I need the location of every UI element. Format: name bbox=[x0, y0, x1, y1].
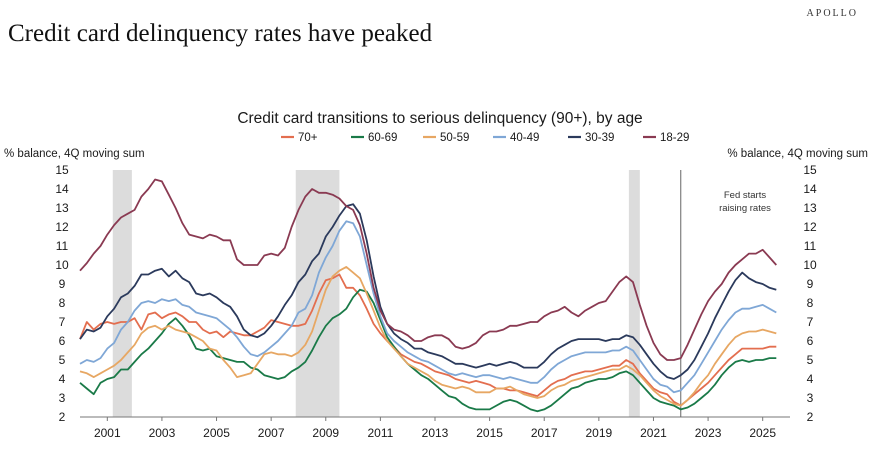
recession-band-1 bbox=[295, 170, 340, 417]
y-axis-label-right: % balance, 4Q moving sum bbox=[727, 148, 868, 160]
y-axis-label-left: % balance, 4Q moving sum bbox=[4, 148, 145, 160]
y-tick-right-9: 9 bbox=[807, 277, 814, 291]
x-tick-label-2007: 2007 bbox=[258, 426, 285, 440]
x-tick-label-2013: 2013 bbox=[422, 426, 449, 440]
x-tick-label-2003: 2003 bbox=[149, 426, 176, 440]
y-tick-left-9: 9 bbox=[59, 277, 66, 291]
recession-band-2 bbox=[628, 170, 640, 417]
chart-title: Credit card transitions to serious delin… bbox=[237, 110, 642, 127]
y-tick-right-7: 7 bbox=[807, 315, 814, 329]
y-tick-right-5: 5 bbox=[807, 353, 814, 367]
y-tick-left-6: 6 bbox=[59, 334, 66, 348]
y-tick-left-15: 15 bbox=[55, 163, 69, 177]
x-tick-label-2011: 2011 bbox=[367, 426, 393, 440]
legend-label-2: 50-59 bbox=[440, 132, 469, 144]
x-tick-label-2023: 2023 bbox=[695, 426, 722, 440]
legend-label-1: 60-69 bbox=[368, 132, 397, 144]
legend-label-3: 40-49 bbox=[510, 132, 539, 144]
y-tick-left-13: 13 bbox=[55, 201, 69, 215]
y-tick-right-3: 3 bbox=[807, 391, 814, 405]
y-tick-right-6: 6 bbox=[807, 334, 814, 348]
series-line-40-49 bbox=[79, 220, 777, 394]
series-line-50-59 bbox=[79, 266, 777, 407]
y-tick-right-13: 13 bbox=[803, 201, 817, 215]
brand-logo: APOLLO bbox=[806, 8, 858, 19]
chart-legend: 70+ 60-69 50-59 40-49 30-39 18-29 bbox=[281, 132, 689, 144]
series-lines bbox=[79, 178, 777, 413]
y-tick-left-3: 3 bbox=[59, 391, 66, 405]
x-axis: 2001 2003 2005 2007 2009 2011 2013 2015 2017 2019… bbox=[80, 416, 790, 440]
y-tick-left-11: 11 bbox=[56, 239, 69, 253]
x-tick-label-2019: 2019 bbox=[585, 426, 612, 440]
series-line-30-39 bbox=[79, 203, 777, 380]
y-tick-left-5: 5 bbox=[59, 353, 66, 367]
y-tick-right-14: 14 bbox=[803, 182, 817, 196]
legend-label-5: 18-29 bbox=[660, 132, 689, 144]
legend-label-4: 30-39 bbox=[585, 132, 614, 144]
legend-label-0: 70+ bbox=[298, 132, 318, 144]
x-tick-label-2001: 2001 bbox=[94, 426, 121, 440]
y-tick-left-10: 10 bbox=[55, 258, 69, 272]
x-tick-label-2021: 2021 bbox=[640, 426, 667, 440]
y-tick-right-10: 10 bbox=[803, 258, 817, 272]
y-tick-right-15: 15 bbox=[803, 163, 817, 177]
y-ticks-right: 2 3 4 5 6 7 8 9 10 11 12 13 14 15 bbox=[803, 163, 817, 424]
x-tick-label-2017: 2017 bbox=[531, 426, 558, 440]
series-line-70+ bbox=[79, 273, 777, 407]
y-tick-right-2: 2 bbox=[807, 410, 814, 424]
x-tick-label-2009: 2009 bbox=[312, 426, 339, 440]
y-tick-left-14: 14 bbox=[55, 182, 69, 196]
x-tick-label-2005: 2005 bbox=[203, 426, 230, 440]
series-line-18-29 bbox=[79, 178, 777, 361]
x-tick-label-2025: 2025 bbox=[749, 426, 776, 440]
fed-annotation: Fed starts raising rates bbox=[680, 170, 771, 417]
recession-band-0 bbox=[112, 170, 132, 417]
fed-annotation-text-2: raising rates bbox=[719, 203, 771, 214]
x-tick-label-2015: 2015 bbox=[476, 426, 503, 440]
page-headline: Credit card delinquency rates have peake… bbox=[8, 20, 433, 47]
y-tick-left-8: 8 bbox=[59, 296, 66, 310]
recession-bands bbox=[112, 170, 640, 417]
y-tick-left-12: 12 bbox=[55, 220, 69, 234]
fed-annotation-text-1: Fed starts bbox=[724, 190, 766, 201]
y-tick-left-4: 4 bbox=[59, 372, 66, 386]
y-tick-right-12: 12 bbox=[803, 220, 817, 234]
y-tick-right-8: 8 bbox=[807, 296, 814, 310]
y-tick-right-4: 4 bbox=[807, 372, 814, 386]
y-tick-left-2: 2 bbox=[59, 410, 66, 424]
y-tick-right-11: 11 bbox=[804, 239, 817, 253]
y-tick-left-7: 7 bbox=[59, 315, 66, 329]
series-line-60-69 bbox=[79, 288, 777, 413]
y-ticks-left: 2 3 4 5 6 7 8 9 10 11 12 13 14 15 bbox=[55, 163, 69, 424]
